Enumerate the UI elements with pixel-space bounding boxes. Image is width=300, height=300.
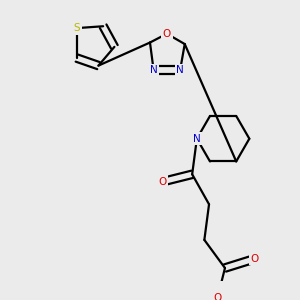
Text: O: O — [158, 177, 166, 187]
Text: S: S — [74, 23, 80, 33]
Text: N: N — [150, 65, 158, 75]
Text: N: N — [176, 65, 184, 75]
Text: O: O — [213, 293, 222, 300]
Text: O: O — [163, 29, 171, 39]
Text: O: O — [251, 254, 259, 264]
Text: N: N — [193, 134, 201, 144]
